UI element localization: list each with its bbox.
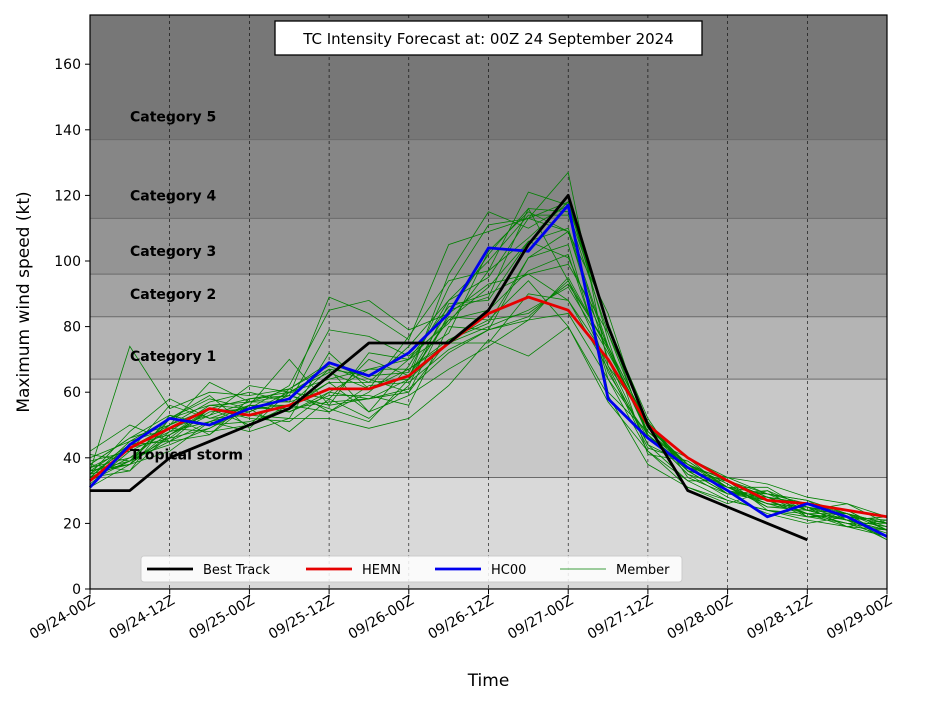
band-label-tropical-storm: Tropical storm	[130, 447, 243, 463]
band-label-category-4: Category 4	[130, 188, 216, 204]
band-label-category-5: Category 5	[130, 110, 216, 126]
y-tick-label: 20	[63, 516, 81, 532]
legend-label-member: Member	[616, 563, 670, 578]
band-label-category-3: Category 3	[130, 244, 216, 260]
x-axis-ticks: 09/24-00Z 09/24-12Z 09/25-00Z 09/25-12Z 09/2…	[27, 589, 895, 643]
x-tick-label: 09/28-00Z	[665, 593, 736, 643]
y-tick-label: 100	[54, 254, 81, 270]
y-axis-label: Maximum wind speed (kt)	[14, 191, 34, 412]
member-line	[89, 273, 887, 524]
member-line	[89, 293, 888, 531]
series-line-hc00	[88, 203, 888, 538]
x-tick-label: 09/24-12Z	[107, 593, 178, 643]
x-tick-label: 09/28-12Z	[744, 593, 815, 643]
y-tick-label: 140	[54, 123, 81, 139]
legend-label-hc00: HC00	[491, 563, 526, 578]
x-tick-label: 09/27-00Z	[505, 593, 576, 643]
band-label-category-1: Category 1	[130, 349, 216, 365]
y-tick-label: 160	[54, 57, 81, 73]
x-tick-label: 09/24-00Z	[27, 593, 98, 643]
x-tick-label: 09/27-12Z	[585, 593, 656, 643]
legend: Best Track HEMN HC00 Member	[140, 555, 683, 583]
x-tick-label: 09/25-12Z	[266, 593, 337, 643]
legend-frame	[140, 555, 683, 583]
series-line-best-track	[90, 193, 808, 542]
title-frame	[274, 20, 703, 56]
x-tick-label: 09/26-12Z	[425, 593, 496, 643]
x-axis-label: Time	[467, 671, 510, 691]
legend-label-best-track: Best Track	[203, 563, 270, 578]
y-tick-label: 0	[72, 582, 81, 598]
chart-title: TC Intensity Forecast at: 00Z 24 Septemb…	[302, 30, 674, 48]
main-series-lines	[88, 193, 888, 542]
y-axis-ticks: 0 20 40 60 80 100 120 140 160	[54, 57, 90, 598]
band-label-category-2: Category 2	[130, 287, 216, 303]
legend-label-hemn: HEMN	[362, 563, 401, 578]
y-tick-label: 120	[54, 188, 81, 204]
x-tick-label: 09/25-00Z	[186, 593, 257, 643]
y-tick-label: 60	[63, 385, 81, 401]
series-line-hemn	[89, 295, 888, 519]
chart-title-box: TC Intensity Forecast at: 00Z 24 Septemb…	[274, 20, 703, 56]
y-tick-label: 80	[63, 320, 81, 336]
x-tick-label: 09/29-00Z	[824, 593, 895, 643]
x-tick-label: 09/26-00Z	[346, 593, 417, 643]
member-line	[89, 263, 888, 537]
band-labels: Tropical storm Category 1 Category 2 Catego…	[130, 110, 243, 464]
y-tick-label: 40	[63, 451, 81, 467]
